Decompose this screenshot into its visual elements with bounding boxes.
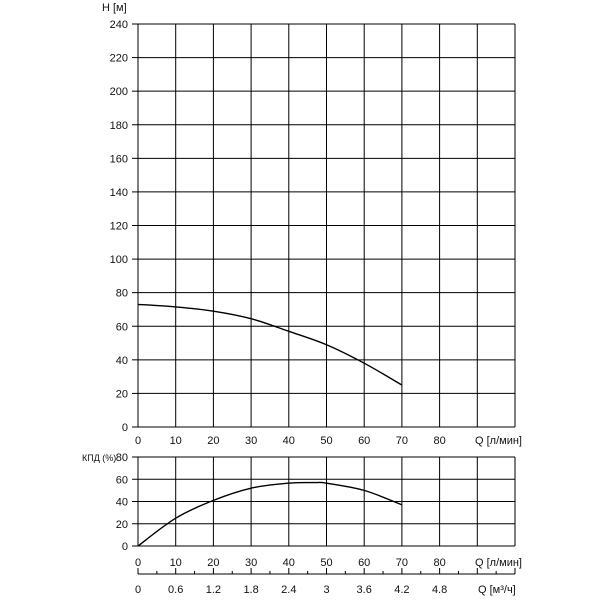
x-axis-label: Q [л/мин] — [475, 435, 522, 447]
flow-m3h-tick-label: 3 — [323, 584, 329, 596]
flow-m3h-tick-label: 0 — [135, 584, 141, 596]
x-axis-label: Q [л/мин] — [475, 557, 522, 569]
y-tick-label: 20 — [116, 519, 128, 531]
y-tick-label: 40 — [116, 355, 128, 367]
y-tick-label: 140 — [110, 187, 128, 199]
x-tick-label: 0 — [135, 435, 141, 447]
y-tick-label: 200 — [110, 86, 128, 98]
flow-m3h-tick-label: 1.2 — [206, 584, 221, 596]
x-tick-label: 60 — [358, 435, 370, 447]
y-tick-label: 240 — [110, 19, 128, 31]
flow-m3h-tick-label: 4.2 — [394, 584, 409, 596]
flow-m3h-tick-label: 4.8 — [432, 584, 447, 596]
y-tick-label: 80 — [116, 452, 128, 464]
y-tick-label: 20 — [116, 388, 128, 400]
x-tick-label: 60 — [358, 557, 370, 569]
flow-m3h-tick-label: 1.8 — [243, 584, 258, 596]
y-tick-label: 120 — [110, 221, 128, 233]
y-tick-label: 180 — [110, 120, 128, 132]
x-tick-label: 70 — [396, 435, 408, 447]
x-tick-label: 80 — [433, 557, 445, 569]
y-axis-label: КПД (%) — [82, 453, 116, 463]
x-tick-label: 40 — [283, 435, 295, 447]
flow-m3h-tick-label: 0.6 — [168, 584, 183, 596]
y-tick-label: 40 — [116, 497, 128, 509]
y-tick-label: 0 — [122, 422, 128, 434]
x-tick-label: 50 — [320, 557, 332, 569]
flow-m3h-tick-label: 3.6 — [357, 584, 372, 596]
series-line-0-0 — [137, 303, 403, 386]
y-tick-label: 160 — [110, 153, 128, 165]
x-tick-label: 0 — [135, 557, 141, 569]
series-line-1-0 — [137, 481, 403, 547]
x-tick-label: 50 — [320, 435, 332, 447]
y-tick-label: 0 — [122, 541, 128, 553]
x-tick-label: 10 — [170, 557, 182, 569]
x-tick-label: 30 — [245, 435, 257, 447]
y-tick-label: 80 — [116, 288, 128, 300]
x-tick-label: 20 — [207, 557, 219, 569]
flow-m3h-tick-label: 2.4 — [281, 584, 296, 596]
x-tick-label: 40 — [283, 557, 295, 569]
flow-m3h-axis-label: Q [м³/ч] — [478, 584, 516, 596]
y-tick-label: 60 — [116, 474, 128, 486]
x-tick-label: 30 — [245, 557, 257, 569]
x-tick-label: 20 — [207, 435, 219, 447]
y-tick-label: 100 — [110, 254, 128, 266]
y-axis-label: H [м] — [102, 2, 127, 14]
y-tick-label: 60 — [116, 321, 128, 333]
x-tick-label: 70 — [396, 557, 408, 569]
y-tick-label: 220 — [110, 53, 128, 65]
x-tick-label: 10 — [170, 435, 182, 447]
x-tick-label: 80 — [433, 435, 445, 447]
